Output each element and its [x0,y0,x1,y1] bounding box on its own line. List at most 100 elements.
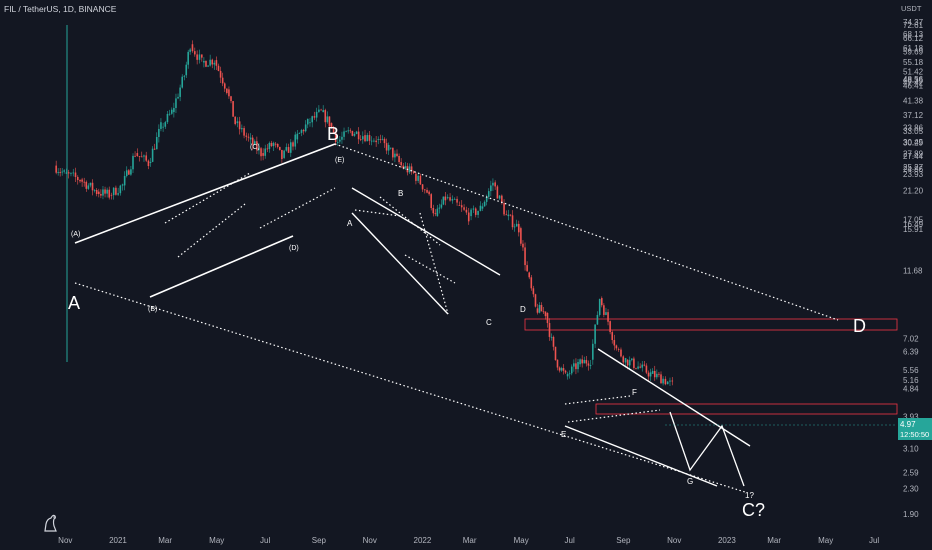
candle-body [479,205,482,211]
price-tick-label: 27.44 [903,152,924,161]
price-tick-label: 41.38 [903,97,924,106]
candle-body [168,113,171,115]
candle-body [175,98,177,108]
price-tick-label: 11.68 [903,266,923,275]
price-tick-label: 33.05 [903,127,924,136]
dotted-support [74,282,746,493]
candle-body [226,88,228,93]
wave-label-f-sub: F [632,388,637,397]
price-tick-label: 30.45 [903,138,924,147]
candle-body [666,381,669,385]
candle-body [446,197,449,199]
candle-body [645,365,648,373]
candle-body [100,194,102,196]
projected-path [669,411,745,487]
price-tick-label: 59.69 [903,48,924,57]
candle-body [253,141,256,145]
candle-body [332,127,335,133]
time-tick-label: Nov [58,536,72,545]
candle-body [138,156,141,157]
price-tick-label: 48.56 [903,75,924,84]
candle-body [61,171,63,173]
candle-body [624,358,627,363]
candle-body [205,60,207,67]
candle-body [396,153,398,156]
candle-body [243,128,245,136]
candle-body [276,143,279,147]
candle-body [517,223,520,233]
candle-body [564,370,567,373]
candle-body [143,155,145,157]
candle-body [544,311,547,317]
candle-body [438,207,441,209]
time-axis[interactable]: Nov 2021 Mar May Jul Sep Nov 2022 Mar May Jul Sep No… [58,536,879,545]
candle-body [381,138,384,140]
candle-body [108,189,111,198]
candle-body [270,142,273,147]
price-tick-label: 1.90 [903,510,919,519]
time-tick-label: Mar [158,536,172,545]
candle-body [274,143,277,145]
candle-body [509,214,512,216]
resistance-zone-lower [595,403,898,415]
candle-body [177,96,179,99]
candle-body [83,181,86,183]
price-tick-label: 6.39 [903,347,919,356]
candle-body [59,172,61,173]
candle-body [536,308,539,313]
candle-body [611,332,614,341]
candle-body [421,184,424,190]
candle-body [490,185,492,192]
candle-body [230,96,232,102]
time-tick-label: Jul [260,536,270,545]
candle-body [268,142,271,150]
candle-body [633,358,635,368]
dotted-inner-5 [379,196,441,246]
candle-body [364,135,366,142]
price-tick-label: 61.18 [903,44,924,53]
time-tick-label: Sep [616,536,631,545]
candle-body [315,111,318,118]
candle-body [336,141,339,143]
candle-body [424,189,426,191]
candle-body [609,321,611,333]
candle-body [626,359,629,366]
candle-body [160,122,162,129]
candle-body [656,373,658,378]
candle-body [236,121,239,124]
symbol-title[interactable]: FIL / TetherUS, 1D, BINANCE [4,4,117,14]
wave-label-a-minor: (A) [71,231,80,238]
candle-body [511,215,514,228]
candle-body [285,147,288,151]
price-axis[interactable]: 74.3772.6168.1366.1261.1859.6955.1851.42… [903,18,924,519]
candle-body [483,201,486,207]
candle-body [631,358,633,361]
candle-body [343,131,345,137]
time-tick-label: 2021 [109,536,127,545]
candle-body [170,109,173,114]
candle-body [330,123,333,128]
wave-label-e-minor: (E) [335,157,344,164]
candle-body [196,54,198,60]
candle-body [289,142,292,153]
candle-body [562,368,565,371]
candle-body [128,170,130,175]
candle-body [93,189,96,191]
candle-body [568,373,571,375]
wave-label-a-sub: A [347,219,353,228]
candle-body [326,116,329,123]
candle-body [575,363,577,370]
price-tick-label: 55.18 [903,58,924,67]
candle-body [498,195,501,199]
price-tick-label: 2.59 [903,468,919,477]
candle-body [434,213,437,215]
candle-body [415,173,417,181]
candle-body [542,311,545,313]
candle-body [560,368,563,371]
candle-body [76,176,79,181]
candle-body [622,356,625,363]
candle-body [140,156,143,158]
candle-body [357,131,360,140]
tradingview-logo-icon[interactable] [42,512,60,532]
